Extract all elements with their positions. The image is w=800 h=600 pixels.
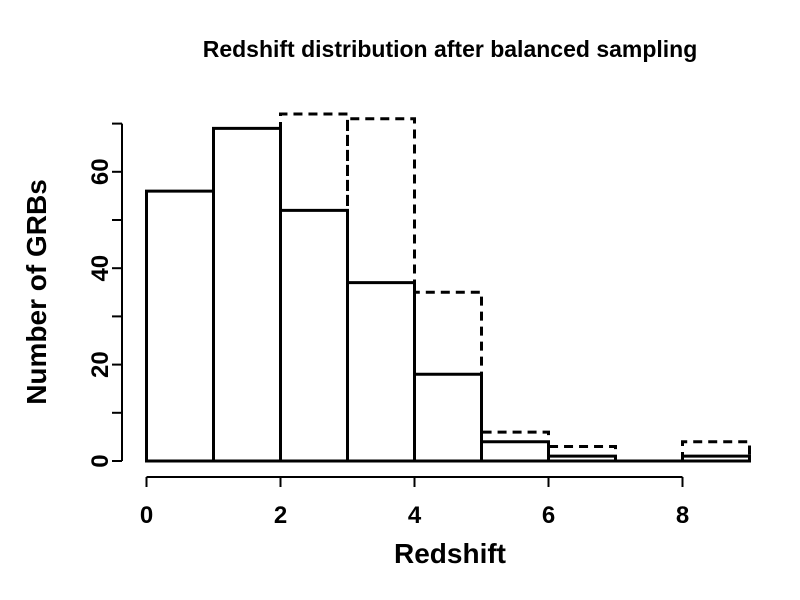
solid-histogram-bar (212, 126, 282, 463)
x-tick-label: 4 (408, 502, 422, 529)
y-tick-label: 0 (87, 454, 114, 467)
dashed-histogram-bar (413, 290, 483, 463)
dashed-histogram-bar (480, 430, 550, 463)
x-axis-label: Redshift (394, 538, 506, 569)
y-axis-label: Number of GRBs (21, 179, 52, 405)
y-tick-label: 60 (87, 158, 114, 185)
dashed-histogram-bar (346, 117, 416, 463)
y-tick-label: 40 (87, 255, 114, 282)
chart-title: Redshift distribution after balanced sam… (202, 36, 698, 62)
solid-histogram-bar (413, 372, 483, 463)
solid-histogram-bar (145, 189, 215, 463)
dashed-histogram-bar (547, 445, 617, 463)
y-tick-label: 20 (87, 351, 114, 378)
dashed-histogram-bar (279, 112, 349, 463)
x-tick-label: 0 (140, 502, 153, 529)
solid-histogram-bar (346, 281, 416, 463)
solid-histogram-bar (279, 208, 349, 463)
x-tick-label: 2 (274, 502, 287, 529)
x-tick-label: 8 (676, 502, 689, 529)
dashed-histogram-bar (681, 440, 751, 463)
solid-histogram-bar (480, 440, 550, 463)
x-tick-label: 6 (542, 502, 555, 529)
